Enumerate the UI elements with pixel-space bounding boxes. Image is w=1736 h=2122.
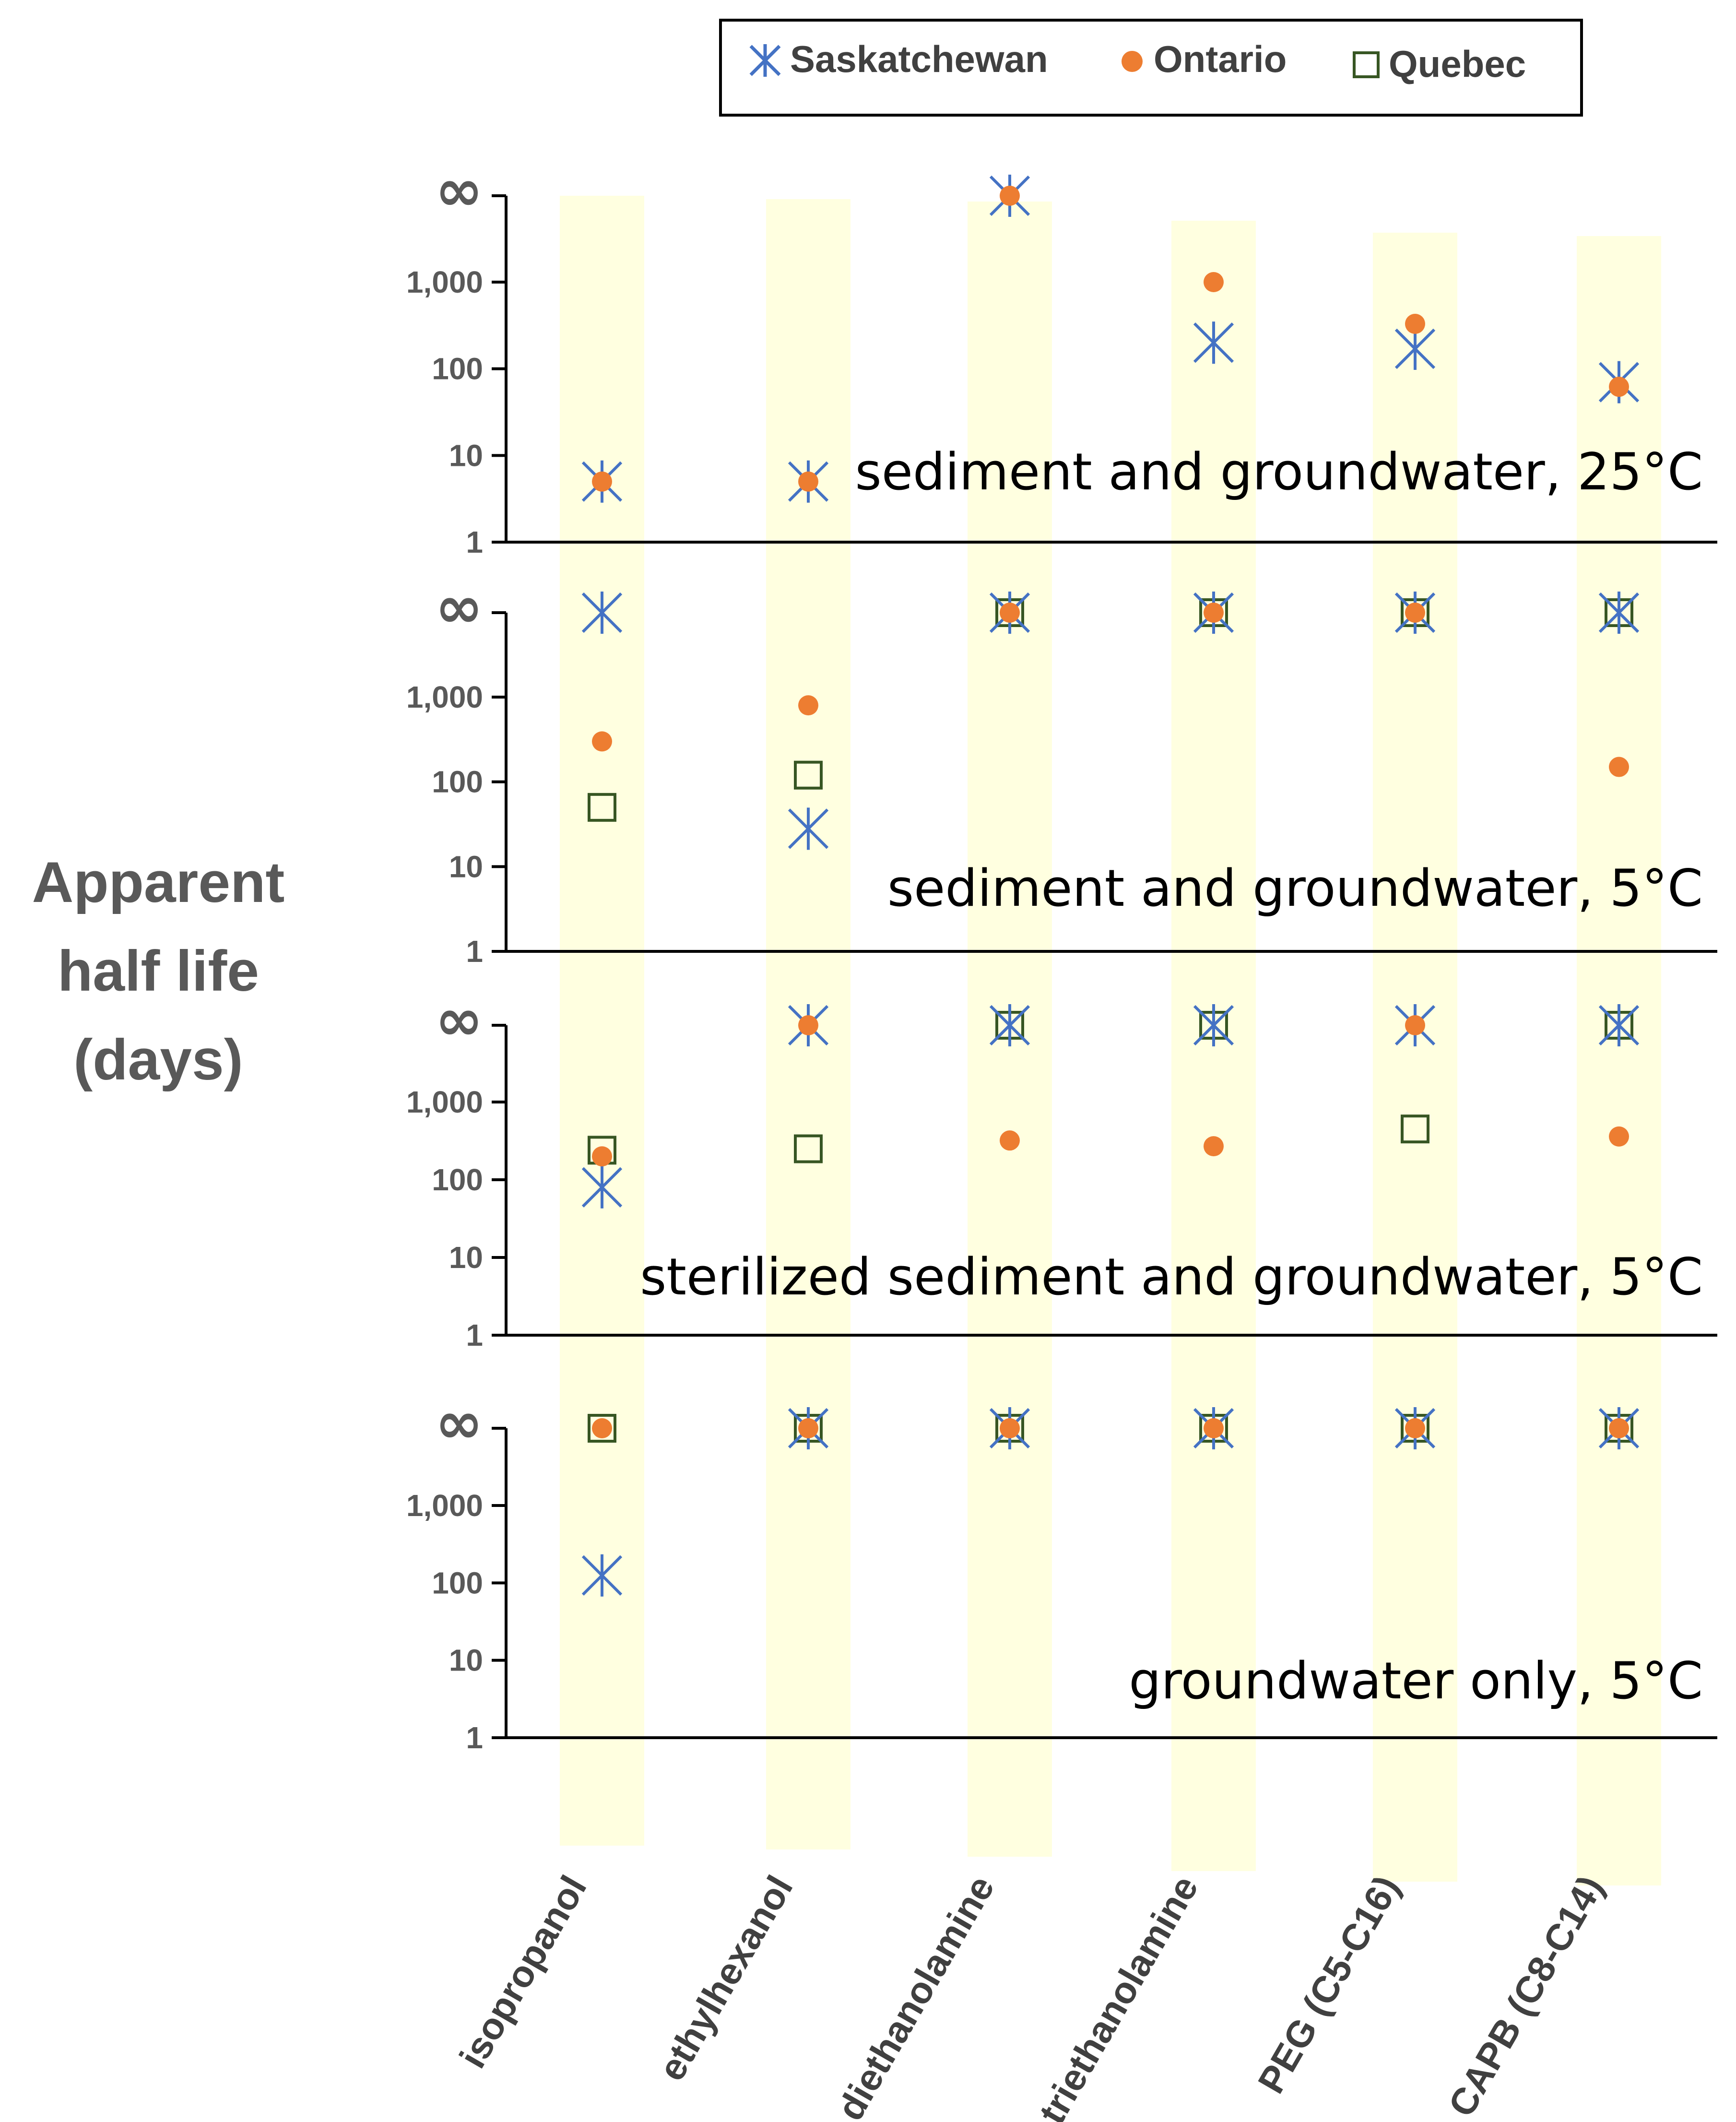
y-tick-label-panel-2-1: 10 xyxy=(449,1240,483,1275)
legend-ontario: Ontario xyxy=(1154,38,1287,80)
marker-ontario-panel-3-3 xyxy=(1204,1418,1224,1438)
y-tick-label-panel-0-2: 100 xyxy=(432,352,483,386)
marker-saskatchewan-panel-0-3 xyxy=(1193,321,1234,364)
marker-quebec-panel-2-1 xyxy=(794,1134,823,1163)
marker-saskatchewan-panel-1-5 xyxy=(1598,592,1640,634)
highlight-band-0 xyxy=(560,196,644,1846)
y-tick-label-panel-0-3: 1,000 xyxy=(406,265,483,299)
legend-quebec: Quebec xyxy=(1389,43,1526,85)
marker-ontario-panel-1-4 xyxy=(1405,603,1425,623)
y-tick-label-panel-3-3: 1,000 xyxy=(406,1488,483,1523)
marker-saskatchewan-panel-3-0 xyxy=(581,1554,623,1597)
y-tick-label-panel-1-1: 10 xyxy=(449,849,483,884)
marker-quebec-panel-2-4 xyxy=(1401,1114,1429,1144)
panel-labels: sediment and groundwater, 25°C sediment a… xyxy=(640,442,1703,1710)
marker-ontario-panel-2-4 xyxy=(1405,1015,1425,1035)
marker-ontario-panel-1-0 xyxy=(592,731,612,752)
marker-quebec-panel-1-1 xyxy=(794,760,823,790)
y-tick-label-panel-1-4: ∞ xyxy=(435,574,483,641)
highlight-bands xyxy=(560,196,1661,1885)
marker-ontario-panel-0-3 xyxy=(1204,272,1224,292)
marker-saskatchewan-panel-2-0 xyxy=(581,1166,623,1209)
marker-ontario-panel-0-4 xyxy=(1405,313,1425,334)
marker-saskatchewan-panel-2-2 xyxy=(989,1004,1030,1046)
marker-saskatchewan-panel-0-4 xyxy=(1394,328,1436,370)
y-tick-label-panel-0-0: 1 xyxy=(466,525,483,559)
marker-ontario-panel-3-0 xyxy=(592,1418,612,1438)
y-tick-label-panel-2-4: ∞ xyxy=(435,987,483,1054)
marker-ontario-panel-1-5 xyxy=(1609,757,1629,777)
y-axis-title-line-3: (days) xyxy=(73,1028,243,1092)
axes: 1 10 100 1,000 ∞ 1 10 100 1,000 ∞ 1 10 100 1,000 ∞ 1 10 1… xyxy=(406,157,1717,1755)
marker-ontario-panel-2-3 xyxy=(1204,1136,1224,1157)
panel-label-3: groundwater only, 5°C xyxy=(1129,1651,1703,1710)
marker-saskatchewan-panel-2-3 xyxy=(1193,1004,1234,1046)
marker-ontario-panel-1-2 xyxy=(1000,603,1020,623)
marker-ontario-panel-2-5 xyxy=(1609,1126,1629,1147)
y-tick-label-panel-3-2: 100 xyxy=(432,1565,483,1600)
marker-ontario-panel-2-1 xyxy=(798,1015,818,1035)
highlight-band-4 xyxy=(1373,233,1457,1882)
legend-saskatchewan-marker xyxy=(749,44,781,77)
y-tick-label-panel-3-1: 10 xyxy=(449,1643,483,1678)
marker-quebec-panel-1-0 xyxy=(588,793,616,822)
y-tick-label-panel-1-0: 1 xyxy=(466,934,483,969)
marker-saskatchewan-panel-1-0 xyxy=(581,592,623,634)
y-tick-label-panel-1-2: 100 xyxy=(432,765,483,799)
legend-ontario-marker xyxy=(1122,51,1143,72)
marker-ontario-panel-3-2 xyxy=(1000,1418,1020,1438)
marker-ontario-panel-0-0 xyxy=(592,471,612,492)
marker-saskatchewan-panel-2-5 xyxy=(1598,1004,1640,1046)
marker-ontario-panel-3-5 xyxy=(1609,1418,1629,1438)
data-markers xyxy=(581,175,1640,1597)
y-tick-label-panel-0-1: 10 xyxy=(449,438,483,473)
marker-ontario-panel-0-1 xyxy=(798,471,818,492)
marker-ontario-panel-1-1 xyxy=(798,695,818,716)
y-tick-label-panel-0-4: ∞ xyxy=(435,157,483,224)
y-tick-label-panel-3-4: ∞ xyxy=(435,1390,483,1457)
marker-ontario-panel-0-2 xyxy=(1000,186,1020,206)
legend-quebec-marker xyxy=(1353,51,1380,78)
legend-saskatchewan: Saskatchewan xyxy=(790,38,1048,80)
y-tick-label-panel-1-3: 1,000 xyxy=(406,680,483,714)
y-tick-label-panel-2-3: 1,000 xyxy=(406,1085,483,1119)
y-tick-label-panel-3-0: 1 xyxy=(466,1720,483,1755)
y-axis-title-line-1: Apparent xyxy=(32,850,285,914)
legend-box xyxy=(719,19,1583,117)
panel-label-0: sediment and groundwater, 25°C xyxy=(855,442,1703,501)
y-axis-title-line-2: half life xyxy=(58,939,259,1003)
marker-ontario-panel-3-4 xyxy=(1405,1418,1425,1438)
highlight-band-5 xyxy=(1577,236,1661,1885)
legend: Saskatchewan Ontario Quebec xyxy=(719,19,1583,117)
marker-ontario-panel-2-0 xyxy=(592,1146,612,1167)
marker-ontario-panel-3-1 xyxy=(798,1418,818,1438)
y-tick-label-panel-2-2: 100 xyxy=(432,1162,483,1197)
marker-ontario-panel-1-3 xyxy=(1204,603,1224,623)
marker-saskatchewan-panel-1-1 xyxy=(788,807,829,850)
marker-ontario-panel-0-5 xyxy=(1609,377,1629,397)
panel-label-1: sediment and groundwater, 5°C xyxy=(887,859,1703,918)
marker-ontario-panel-2-2 xyxy=(1000,1130,1020,1151)
panel-label-2: sterilized sediment and groundwater, 5°C xyxy=(640,1247,1703,1306)
marker-quebec-panel-3-0 xyxy=(588,1414,616,1443)
y-tick-label-panel-2-0: 1 xyxy=(466,1318,483,1352)
